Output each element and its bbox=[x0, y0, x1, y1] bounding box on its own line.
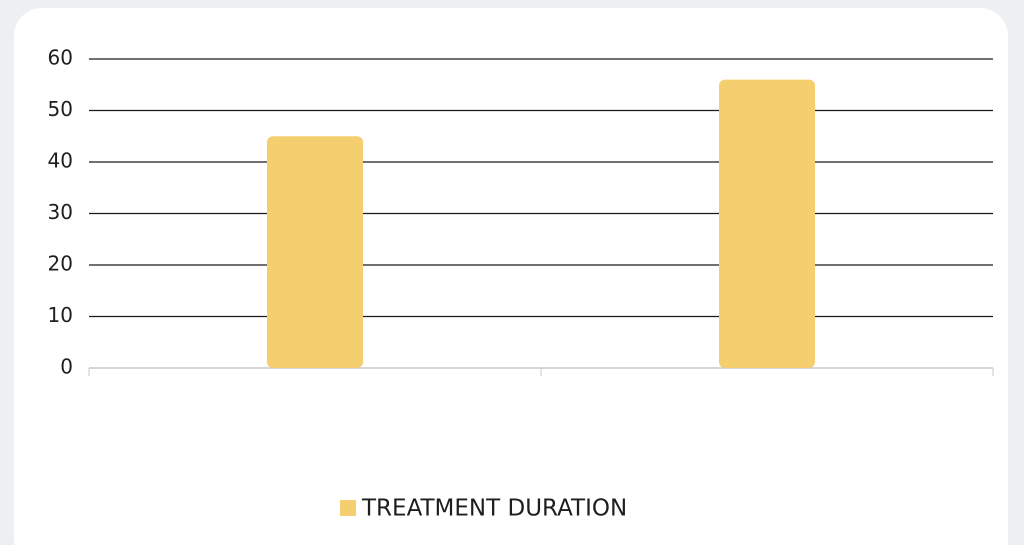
y-tick-label: 40 bbox=[48, 149, 73, 173]
y-tick-label: 10 bbox=[48, 303, 73, 327]
y-tick-label: 50 bbox=[48, 97, 73, 121]
y-tick-label: 60 bbox=[48, 46, 73, 70]
legend-swatch bbox=[340, 500, 356, 516]
chart-card bbox=[14, 8, 1008, 545]
bar bbox=[719, 79, 815, 368]
bar bbox=[267, 136, 363, 368]
y-tick-label: 30 bbox=[48, 200, 73, 224]
legend-label: TREATMENT DURATION bbox=[361, 496, 627, 522]
y-tick-label: 20 bbox=[48, 252, 73, 276]
y-tick-label: 0 bbox=[60, 355, 73, 379]
